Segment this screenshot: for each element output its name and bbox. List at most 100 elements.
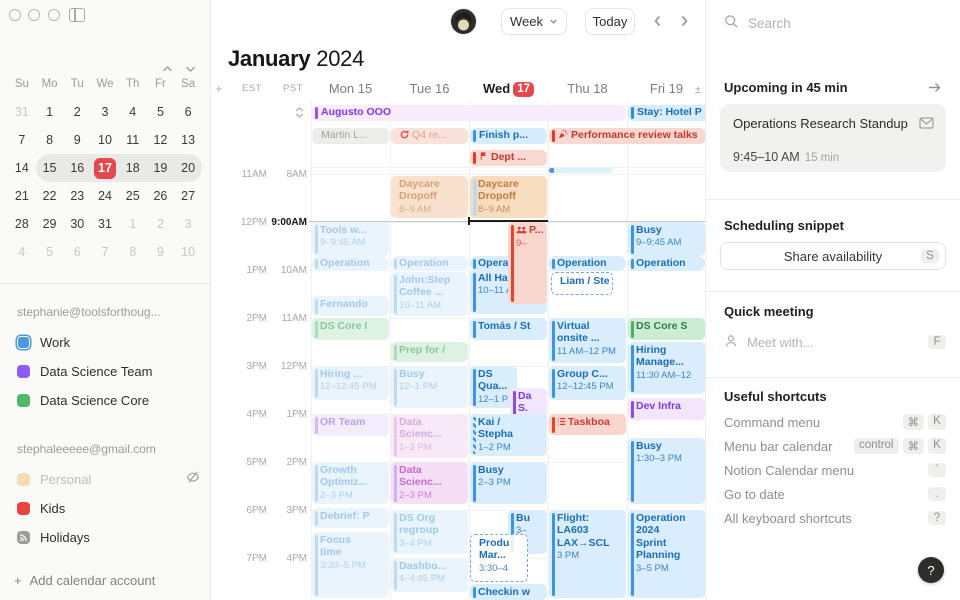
calendar-event[interactable]: Data Scienc... 2–3 PM — [391, 462, 468, 504]
calendar-event[interactable]: Operation 2024 Sprint Planning 3–5 PM — [628, 510, 705, 598]
mini-cal-day[interactable]: 2 — [73, 105, 81, 119]
share-availability-button[interactable]: Share availability S — [720, 242, 946, 270]
calendar-event[interactable] — [549, 168, 613, 173]
calendar-event[interactable]: Dev Infra — [628, 398, 705, 420]
day-header-mon[interactable]: Mon 15 — [328, 81, 373, 96]
mini-cal-day[interactable]: 14 — [14, 161, 29, 175]
calendar-event[interactable]: Group C... 12–12:45 PM — [549, 366, 626, 400]
allday-event[interactable]: Dept ... — [470, 150, 547, 166]
mini-cal-day[interactable]: 27 — [181, 189, 196, 203]
mini-cal-day[interactable]: 4 — [129, 105, 137, 119]
mini-cal-day[interactable]: 25 — [125, 189, 140, 203]
add-timezone-button[interactable]: + — [215, 81, 223, 96]
calendar-event[interactable]: P... 9– — [508, 222, 547, 304]
calendar-color-swatch[interactable] — [17, 335, 30, 349]
calendar-event[interactable]: Fernando — [312, 296, 389, 316]
calendar-event[interactable]: Focus time 3:30–5 PM — [312, 532, 389, 598]
mini-cal-day[interactable]: 24 — [98, 189, 112, 203]
calendar-event[interactable]: Opera — [470, 256, 514, 271]
window-close-button[interactable] — [9, 9, 21, 21]
calendar-color-swatch[interactable] — [17, 530, 30, 544]
mini-cal-day[interactable]: 30 — [70, 217, 85, 231]
calendar-event[interactable]: Virtual onsite ... 11 AM–12 PM — [549, 318, 626, 363]
mini-cal-day[interactable]: 15 — [35, 154, 64, 182]
mini-cal-day[interactable]: 18 — [118, 154, 147, 182]
mini-cal-day[interactable]: 7 — [18, 133, 26, 147]
mini-cal-day[interactable]: 16 — [63, 154, 92, 182]
mini-cal-day[interactable]: 5 — [156, 105, 164, 119]
calendar-event[interactable]: Taskboa — [549, 414, 626, 435]
mini-cal-day[interactable]: 6 — [184, 105, 192, 119]
calendar-event[interactable]: Busy 2–3 PM — [470, 462, 547, 504]
help-button[interactable]: ? — [918, 557, 944, 583]
mini-cal-day[interactable]: 19 — [146, 154, 175, 182]
calendar-event[interactable]: Data Scienc... 1–2 PM — [391, 414, 468, 458]
calendar-event[interactable]: OR Team — [312, 414, 389, 436]
calendar-color-swatch[interactable] — [17, 501, 30, 515]
calendar-color-swatch[interactable] — [17, 393, 30, 407]
calendar-event[interactable]: Tomás / St — [470, 318, 547, 340]
calendar-color-swatch[interactable] — [17, 472, 30, 486]
calendar-event[interactable]: Debrief: P — [312, 508, 389, 528]
mini-cal-day[interactable]: 6 — [73, 245, 81, 259]
mini-cal-prev-icon[interactable] — [162, 60, 173, 78]
today-button[interactable]: Today — [585, 8, 635, 35]
window-zoom-button[interactable] — [48, 9, 60, 21]
mini-cal-day[interactable]: 2 — [156, 217, 164, 231]
calendar-event[interactable]: DS Core S — [628, 318, 705, 340]
allday-event[interactable]: Finish p... — [470, 128, 547, 144]
prev-week-button[interactable] — [648, 12, 666, 30]
mini-cal-day[interactable]: 11 — [126, 133, 140, 147]
day-header-wed[interactable]: Wed 17 — [469, 81, 548, 98]
calendar-event[interactable]: Checkin w — [470, 584, 547, 600]
allday-event[interactable]: Martin L... — [312, 128, 389, 144]
mini-cal-day[interactable]: 28 — [14, 217, 29, 231]
calendar-event[interactable]: Liam / Ste — [551, 272, 613, 295]
allday-event[interactable]: Augusto OOO — [312, 105, 626, 121]
mini-cal-day[interactable]: 31 — [14, 105, 29, 119]
calendar-list-item-holidays[interactable]: Holidays — [17, 526, 200, 548]
meet-with-input[interactable]: Meet with... F — [724, 330, 946, 354]
calendar-event[interactable]: Tools w... 9–9:45 AM — [312, 222, 389, 256]
mini-cal-day[interactable]: 1 — [129, 217, 137, 231]
calendar-event[interactable]: Hiring Manage... 11:30 AM–12 — [628, 342, 705, 394]
calendar-color-swatch[interactable] — [17, 364, 30, 378]
mini-cal-day[interactable]: 29 — [42, 217, 57, 231]
calendar-event[interactable]: Daycare Dropoff 8–9 AM — [470, 176, 547, 218]
mini-cal-day[interactable]: 3 — [184, 217, 192, 231]
mini-cal-day[interactable]: 31 — [98, 217, 112, 231]
calendar-event[interactable]: Operation — [312, 256, 389, 271]
mini-cal-day[interactable]: 26 — [153, 189, 168, 203]
mini-cal-day[interactable]: 10 — [98, 133, 112, 147]
mini-cal-day[interactable]: 8 — [46, 133, 54, 147]
calendar-event[interactable]: Prep for / — [391, 342, 468, 362]
day-header-thu[interactable]: Thu 18 — [567, 81, 608, 96]
search-input[interactable]: Search — [724, 14, 791, 32]
mini-cal-day[interactable]: 3 — [101, 105, 109, 119]
window-minimize-button[interactable] — [28, 9, 40, 21]
calendar-event[interactable]: Operation — [549, 256, 626, 271]
calendar-event[interactable]: Produ Mar... 3:30–4 — [470, 534, 528, 582]
calendar-event[interactable]: John:Step Coffee ... 10–11 AM — [391, 272, 468, 316]
mini-cal-day[interactable]: 5 — [46, 245, 54, 259]
mini-cal-day[interactable]: 13 — [181, 133, 196, 147]
allday-event[interactable]: Q4 re... — [391, 128, 468, 144]
mini-cal-day[interactable]: 9 — [73, 133, 81, 147]
envelope-icon[interactable] — [919, 116, 934, 134]
calendar-list-item-data-science-core[interactable]: Data Science Core — [17, 389, 200, 411]
collapse-allday-icon[interactable] — [294, 106, 305, 124]
calendar-list-item-kids[interactable]: Kids — [17, 497, 200, 519]
calendar-list-item-personal[interactable]: Personal — [17, 468, 200, 490]
eye-off-icon[interactable] — [186, 470, 200, 489]
calendar-event[interactable]: DS Core I — [312, 318, 389, 340]
mini-cal-day[interactable]: 9 — [156, 245, 164, 259]
add-calendar-account-button[interactable]: + Add calendar account — [14, 573, 155, 588]
timezone-toggle[interactable]: ± — [695, 84, 702, 96]
mini-cal-next-icon[interactable] — [185, 60, 196, 78]
mini-cal-day[interactable]: 8 — [129, 245, 137, 259]
next-week-button[interactable] — [675, 12, 693, 30]
mini-cal-day[interactable]: 4 — [18, 245, 26, 259]
calendar-event[interactable]: Busy 12–1 PM — [391, 366, 468, 408]
calendar-event[interactable]: Hiring ... 12–12:45 PM — [312, 366, 389, 400]
allday-event[interactable]: Stay: Hotel P — [628, 105, 705, 121]
